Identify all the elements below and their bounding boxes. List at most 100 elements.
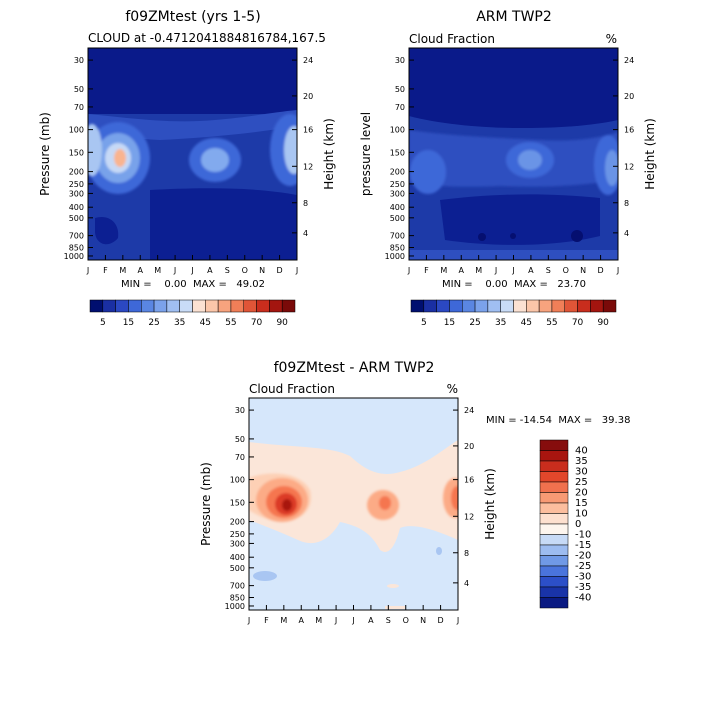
legend-tick-label: -15 (575, 540, 591, 551)
colorbar-swatch (153, 299, 168, 313)
panel1-ylabel: Pressure (mb) (38, 112, 52, 196)
month-tick-label: J (173, 266, 176, 275)
legend-swatch (539, 513, 569, 525)
colorbar-tick-label: 35 (174, 318, 185, 328)
legend-swatch (539, 450, 569, 462)
height-tick-label: 24 (464, 406, 474, 415)
month-tick-label: S (386, 616, 391, 625)
panel1-colorbar: 5 15 25 35 45 55 70 90 (89, 299, 296, 328)
month-tick-label: J (334, 616, 337, 625)
pressure-tick-label: 100 (230, 476, 245, 485)
panel-observed: ARM TWP2 Cloud Fraction % 30 50 70 100 150 20… (359, 9, 657, 328)
legend-swatch (539, 544, 569, 556)
height-tick-label: 12 (624, 162, 634, 171)
legend-tick-label: -20 (575, 551, 591, 562)
colorbar-swatch (577, 299, 591, 313)
legend-swatch (539, 565, 569, 577)
panel2-colorbar: 5 15 25 35 45 55 70 90 (410, 299, 617, 328)
colorbar-swatch (89, 299, 104, 313)
height-tick-label: 24 (624, 56, 634, 65)
month-tick-label: N (580, 266, 586, 275)
month-tick-label: M (154, 266, 161, 275)
colorbar-swatch (462, 299, 476, 313)
colorbar-tick-label: 15 (123, 318, 134, 328)
colorbar-tick-label: 90 (276, 318, 288, 328)
pressure-tick-label: 250 (69, 180, 84, 189)
pressure-tick-label: 250 (390, 180, 405, 189)
colorbar-swatch (256, 299, 270, 313)
panel2-title: ARM TWP2 (476, 9, 552, 25)
pressure-tick-label: 850 (69, 243, 84, 252)
month-tick-label: J (456, 616, 459, 625)
height-tick-label: 16 (464, 476, 474, 485)
height-tick-label: 24 (303, 56, 313, 65)
month-tick-label: A (138, 266, 144, 275)
pressure-tick-label: 50 (395, 85, 405, 94)
colorbar-swatch (115, 299, 129, 313)
panel3-neg-a (253, 571, 277, 581)
legend-tick-label: 15 (575, 498, 588, 509)
legend-tick-label: -40 (575, 593, 591, 604)
month-tick-label: M (475, 266, 482, 275)
colorbar-swatch (410, 299, 425, 313)
legend-swatch (539, 534, 569, 546)
panel1-height-axis: 24 20 16 12 8 4 (292, 56, 313, 238)
pressure-tick-label: 1000 (385, 252, 405, 261)
legend-tick-label: 40 (575, 446, 588, 457)
panel1-blob-c2 (284, 126, 297, 174)
legend-tick-label: 20 (575, 488, 588, 499)
panel3-left-subtitle: Cloud Fraction (249, 382, 335, 396)
pressure-tick-label: 300 (69, 189, 84, 198)
colorbar-swatch (269, 299, 283, 313)
panel1-blob-a4 (114, 149, 126, 167)
colorbar-swatch (474, 299, 489, 313)
panel2-field-top (409, 48, 618, 128)
panel2-contours (409, 48, 618, 260)
colorbar-swatch (500, 299, 514, 313)
panel3-units: % (447, 382, 458, 396)
height-tick-label: 8 (303, 199, 308, 208)
panel3-right-label: Height (km) (483, 468, 497, 539)
legend-swatch (539, 555, 569, 567)
pressure-tick-label: 300 (390, 189, 405, 198)
month-tick-label: J (511, 266, 514, 275)
colorbar-tick-label: 45 (200, 318, 211, 328)
month-tick-label: A (528, 266, 534, 275)
colorbar-swatch (513, 299, 527, 313)
month-tick-label: A (207, 266, 213, 275)
colorbar-swatch (243, 299, 257, 313)
panel2-dot-a (478, 233, 486, 241)
month-tick-label: F (264, 616, 269, 625)
height-tick-label: 20 (624, 92, 634, 101)
pressure-tick-label: 100 (390, 126, 405, 135)
legend-swatch (539, 576, 569, 588)
pressure-tick-label: 100 (69, 126, 84, 135)
pressure-tick-label: 700 (230, 582, 245, 591)
height-tick-label: 20 (464, 442, 474, 451)
legend-tick-label: -10 (575, 530, 591, 541)
month-tick-label: F (424, 266, 429, 275)
panel3-stats: MIN = -14.54 MAX = 39.38 (486, 415, 630, 426)
panel3-title: f09ZMtest - ARM TWP2 (274, 360, 435, 376)
panel3-positive-region (249, 440, 458, 552)
colorbar-swatch (141, 299, 155, 313)
height-tick-label: 16 (624, 126, 634, 135)
legend-swatch (539, 586, 569, 598)
pressure-tick-label: 150 (69, 148, 84, 157)
colorbar-tick-label: 55 (225, 318, 236, 328)
legend-swatch (539, 460, 569, 472)
panel1-title: f09ZMtest (yrs 1-5) (125, 9, 260, 25)
month-tick-label: J (407, 266, 410, 275)
panel3-height-axis: 24 20 16 12 8 4 (453, 406, 474, 588)
colorbar-swatch (564, 299, 578, 313)
colorbar-tick-label: 90 (597, 318, 609, 328)
colorbar-tick-label: 5 (421, 318, 427, 328)
legend-swatch (539, 481, 569, 493)
month-tick-label: N (420, 616, 426, 625)
pressure-tick-label: 700 (390, 232, 405, 241)
panel2-blob-c2 (605, 150, 618, 186)
pressure-tick-label: 30 (235, 406, 245, 415)
legend-tick-label: -25 (575, 561, 591, 572)
